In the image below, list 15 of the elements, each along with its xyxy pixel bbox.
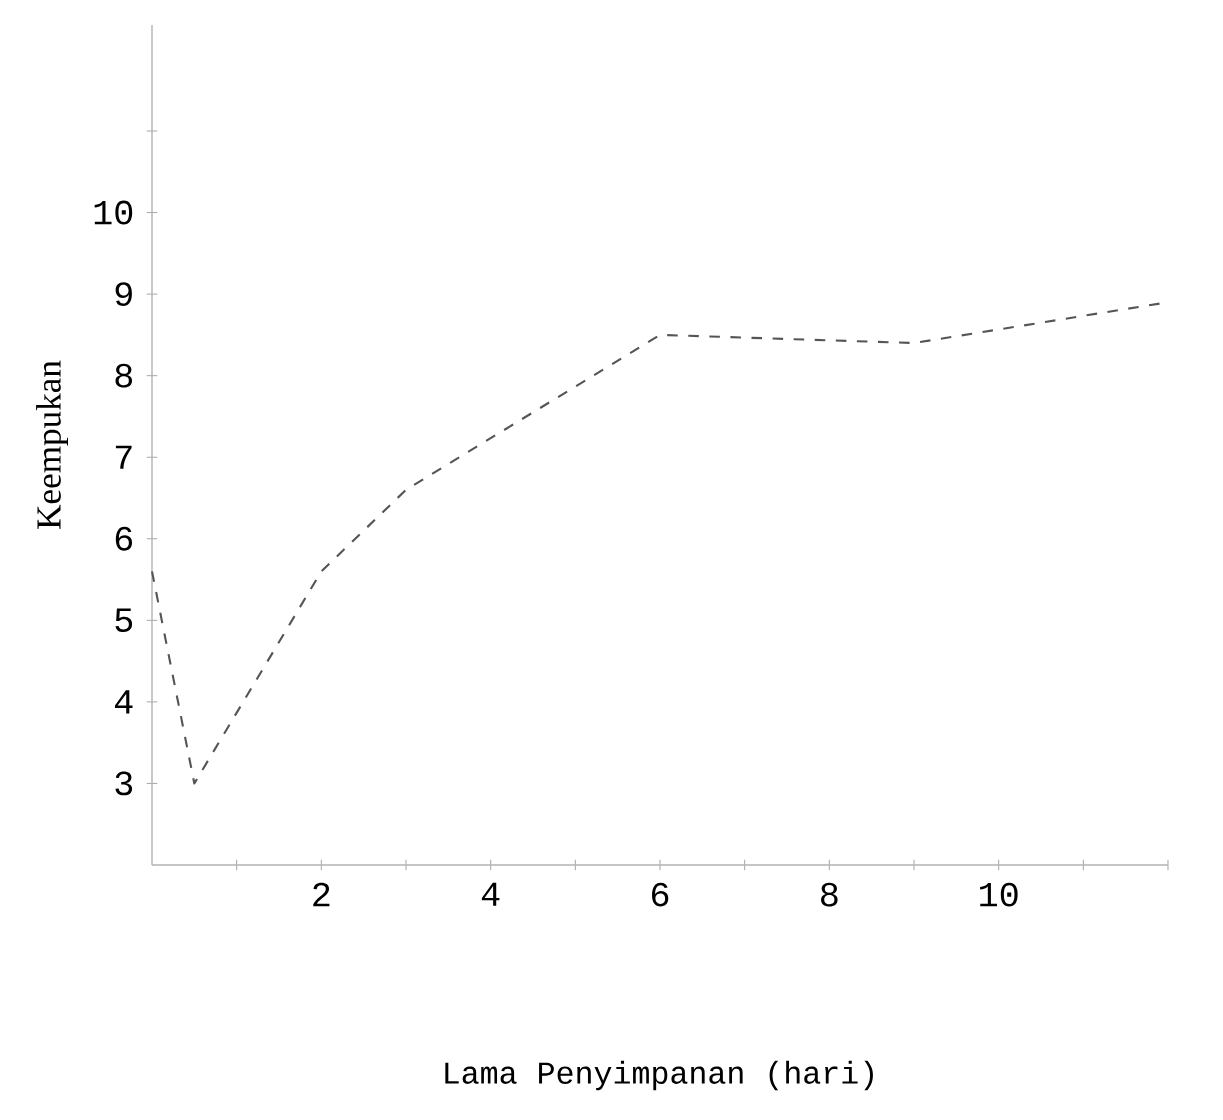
y-tick-label: 7 [115, 445, 132, 469]
y-tick-label: 4 [114, 690, 133, 714]
y-tick-label: 5 [115, 608, 133, 633]
x-tick-label: 8 [821, 882, 838, 907]
y-tick-label: 3 [115, 771, 133, 796]
x-axis-title: Lama Penyimpanan (hari) [445, 1060, 873, 1091]
y-axis-title: Keempukan [36, 360, 69, 529]
x-tick-label: 2 [313, 882, 330, 907]
y-tick-label: 8 [115, 363, 133, 388]
x-tick-label: 6 [652, 882, 669, 907]
x-tick-label: 4 [481, 882, 500, 906]
y-tick-label: 10 [94, 200, 133, 225]
y-tick-label: 6 [115, 526, 133, 551]
y-tick-label: 9 [115, 282, 132, 307]
x-tick-label: 10 [980, 882, 1018, 907]
